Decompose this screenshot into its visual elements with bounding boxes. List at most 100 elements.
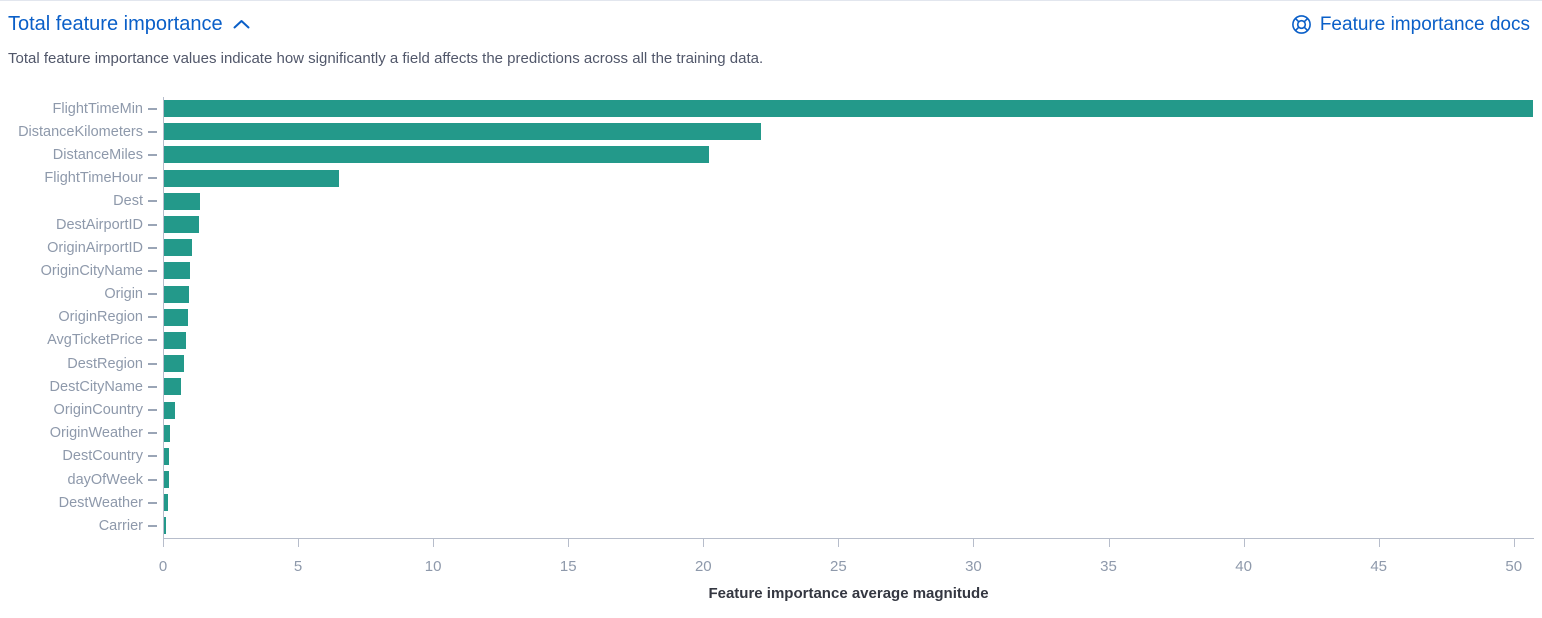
bar[interactable] bbox=[164, 471, 169, 489]
y-tick-mark bbox=[148, 107, 157, 110]
x-tick-label: 45 bbox=[1370, 557, 1387, 575]
bar[interactable] bbox=[164, 355, 184, 373]
bar[interactable] bbox=[164, 494, 169, 512]
y-tick-mark bbox=[148, 223, 157, 226]
chart-row: OriginCountry bbox=[0, 398, 1542, 422]
chart-row: DestCityName bbox=[0, 375, 1542, 399]
y-tick-mark bbox=[148, 339, 157, 342]
bar-area bbox=[163, 398, 1534, 422]
chart-row: DestWeather bbox=[0, 491, 1542, 515]
bar[interactable] bbox=[164, 169, 340, 187]
x-tick-mark bbox=[568, 538, 570, 547]
chart-row: DistanceKilometers bbox=[0, 120, 1542, 144]
chart-row: FlightTimeHour bbox=[0, 166, 1542, 190]
y-category-label: DistanceMiles bbox=[52, 146, 143, 163]
y-category-label: DestCityName bbox=[49, 378, 143, 395]
x-tick-mark bbox=[1243, 538, 1245, 547]
bar-area bbox=[163, 421, 1534, 445]
bar[interactable] bbox=[164, 262, 190, 280]
bar-area bbox=[163, 444, 1534, 468]
y-category-label: FlightTimeHour bbox=[44, 170, 143, 187]
y-tick-mark bbox=[148, 409, 157, 412]
bar-area bbox=[163, 212, 1534, 237]
bar[interactable] bbox=[164, 331, 187, 349]
y-category-label: DistanceKilometers bbox=[18, 123, 143, 140]
bar[interactable] bbox=[164, 285, 190, 303]
y-tick-mark bbox=[148, 478, 157, 481]
y-category-label: FlightTimeMin bbox=[52, 100, 143, 117]
y-category-label: DestCountry bbox=[62, 448, 143, 465]
bar-area bbox=[163, 189, 1534, 213]
x-tick-label: 5 bbox=[293, 557, 303, 575]
x-tick-label: 35 bbox=[1100, 557, 1117, 575]
bar[interactable] bbox=[164, 401, 175, 419]
chart-row: DestAirportID bbox=[0, 212, 1542, 237]
bar-area bbox=[163, 514, 1534, 538]
y-tick-mark bbox=[148, 293, 157, 296]
y-tick-mark bbox=[148, 246, 157, 249]
y-tick-mark bbox=[148, 177, 157, 180]
bar[interactable] bbox=[164, 216, 200, 234]
y-tick-mark bbox=[148, 316, 157, 319]
feature-importance-docs-link[interactable]: Feature importance docs bbox=[1291, 14, 1530, 36]
y-category-label: AvgTicketPrice bbox=[47, 332, 143, 349]
y-tick-mark bbox=[148, 432, 157, 435]
y-tick-mark bbox=[148, 455, 157, 458]
chart-row: Origin bbox=[0, 282, 1542, 306]
bar-area bbox=[163, 328, 1534, 353]
bar[interactable] bbox=[164, 239, 193, 257]
x-tick-mark bbox=[1108, 538, 1110, 547]
x-tick-mark bbox=[163, 538, 164, 547]
bar[interactable] bbox=[164, 308, 188, 326]
chart-row: FlightTimeMin bbox=[0, 97, 1542, 121]
accordion-toggle-button[interactable]: Total feature importance bbox=[8, 13, 250, 36]
x-tick-label: 10 bbox=[424, 557, 442, 575]
x-tick-label: 20 bbox=[694, 557, 712, 575]
y-category-label: Origin bbox=[104, 286, 143, 303]
bar[interactable] bbox=[164, 192, 201, 210]
y-category-label: OriginRegion bbox=[58, 309, 143, 326]
y-tick-mark bbox=[148, 385, 157, 388]
y-tick-mark bbox=[148, 130, 157, 133]
x-tick-mark bbox=[703, 538, 705, 547]
bar-area bbox=[163, 97, 1534, 121]
chart-row: OriginRegion bbox=[0, 305, 1542, 329]
lifering-docs-icon bbox=[1291, 14, 1312, 35]
bar-area bbox=[163, 375, 1534, 399]
y-category-label: OriginCountry bbox=[53, 402, 143, 419]
chart-row: dayOfWeek bbox=[0, 468, 1542, 492]
bar-area bbox=[163, 143, 1534, 167]
bar[interactable] bbox=[164, 146, 710, 164]
x-axis-title: Feature importance average magnitude bbox=[708, 584, 989, 602]
x-tick-label: 15 bbox=[559, 557, 577, 575]
chart-row: DestCountry bbox=[0, 444, 1542, 468]
y-category-label: Dest bbox=[113, 193, 143, 210]
section-description: Total feature importance values indicate… bbox=[8, 50, 764, 67]
bar[interactable] bbox=[164, 378, 181, 396]
chart-row: OriginWeather bbox=[0, 421, 1542, 445]
y-tick-mark bbox=[148, 501, 157, 504]
y-tick-mark bbox=[148, 362, 157, 365]
y-tick-mark bbox=[148, 524, 157, 527]
bar[interactable] bbox=[164, 517, 166, 535]
chart-row: OriginCityName bbox=[0, 259, 1542, 283]
bar[interactable] bbox=[164, 100, 1533, 118]
bar-area bbox=[163, 120, 1534, 144]
bar[interactable] bbox=[164, 424, 170, 442]
chart-row: OriginAirportID bbox=[0, 236, 1542, 260]
x-tick-label: 50 bbox=[1505, 557, 1523, 575]
x-tick-mark bbox=[298, 538, 300, 547]
y-category-label: OriginCityName bbox=[40, 262, 143, 279]
bar-area bbox=[163, 166, 1534, 190]
chevron-up-icon bbox=[233, 19, 250, 30]
bar[interactable] bbox=[164, 447, 170, 465]
bar[interactable] bbox=[164, 123, 761, 141]
y-tick-mark bbox=[148, 153, 157, 156]
chart-row: DistanceMiles bbox=[0, 143, 1542, 167]
chart-row: Carrier bbox=[0, 514, 1542, 538]
y-category-label: DestAirportID bbox=[55, 216, 143, 233]
chart-row: DestRegion bbox=[0, 352, 1542, 376]
bar-area bbox=[163, 259, 1534, 283]
y-category-label: OriginWeather bbox=[49, 425, 143, 442]
x-tick-mark bbox=[838, 538, 840, 547]
